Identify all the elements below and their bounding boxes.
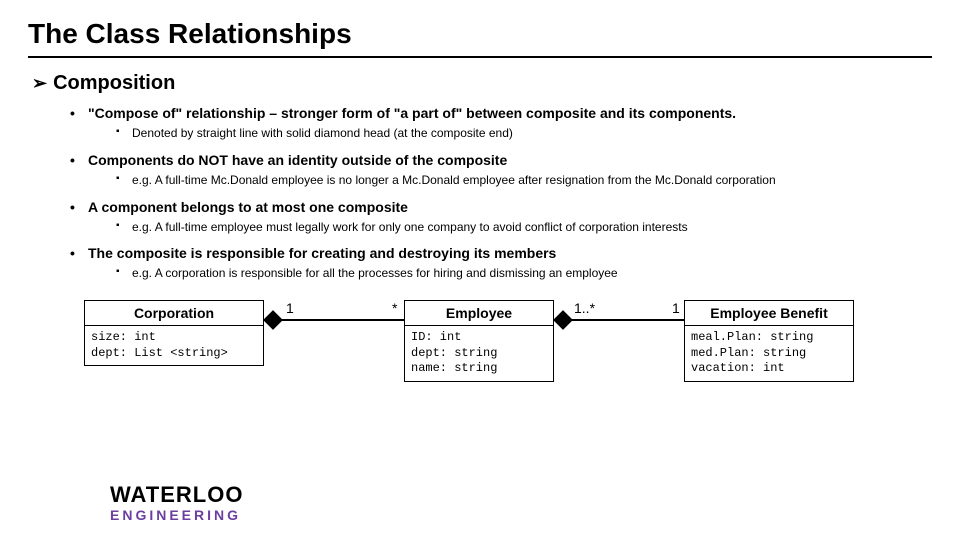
bullet-text: Components do NOT have an identity outsi…: [88, 152, 507, 168]
bullet-arrow-icon: ➢: [32, 73, 47, 94]
uml-class-attrs: ID: int dept: string name: string: [405, 326, 553, 381]
bullet-item: The composite is responsible for creatin…: [70, 245, 932, 282]
section-text: Composition: [53, 72, 175, 94]
uml-diagram: Corporation size: int dept: List <string…: [84, 300, 932, 420]
uml-class-corporation: Corporation size: int dept: List <string…: [84, 300, 264, 366]
bullet-item: A component belongs to at most one compo…: [70, 199, 932, 236]
bullet-item: Components do NOT have an identity outsi…: [70, 152, 932, 189]
uml-class-attrs: meal.Plan: string med.Plan: string vacat…: [685, 326, 853, 381]
sub-bullet: e.g. A full-time employee must legally w…: [116, 219, 932, 236]
multiplicity-label: 1: [286, 300, 294, 316]
uml-class-employee: Employee ID: int dept: string name: stri…: [404, 300, 554, 382]
uml-connector: [278, 319, 404, 321]
sub-bullet: e.g. A corporation is responsible for al…: [116, 265, 932, 282]
bullet-text: "Compose of" relationship – stronger for…: [88, 105, 736, 121]
bullet-text: A component belongs to at most one compo…: [88, 199, 408, 215]
uml-class-name: Corporation: [85, 301, 263, 326]
uml-class-name: Employee Benefit: [685, 301, 853, 326]
sub-bullet: e.g. A full-time Mc.Donald employee is n…: [116, 172, 932, 189]
sub-bullet: Denoted by straight line with solid diam…: [116, 125, 932, 142]
multiplicity-label: 1..*: [574, 300, 595, 316]
uml-class-name: Employee: [405, 301, 553, 326]
uml-connector: [568, 319, 684, 321]
uml-class-attrs: size: int dept: List <string>: [85, 326, 263, 365]
bullet-item: "Compose of" relationship – stronger for…: [70, 105, 932, 142]
multiplicity-label: 1: [672, 300, 680, 316]
waterloo-logo: WATERLOO ENGINEERING: [110, 484, 310, 524]
bullet-list: "Compose of" relationship – stronger for…: [70, 105, 932, 282]
section-heading: ➢ Composition: [32, 72, 932, 95]
logo-bottom-word: ENGINEERING: [110, 507, 241, 523]
multiplicity-label: *: [392, 300, 397, 316]
uml-class-benefit: Employee Benefit meal.Plan: string med.P…: [684, 300, 854, 382]
logo-text-bottom: ENGINEERING: [110, 506, 310, 524]
bullet-text: The composite is responsible for creatin…: [88, 245, 556, 261]
logo-text-top: WATERLOO: [110, 484, 310, 506]
slide-title: The Class Relationships: [28, 18, 932, 58]
